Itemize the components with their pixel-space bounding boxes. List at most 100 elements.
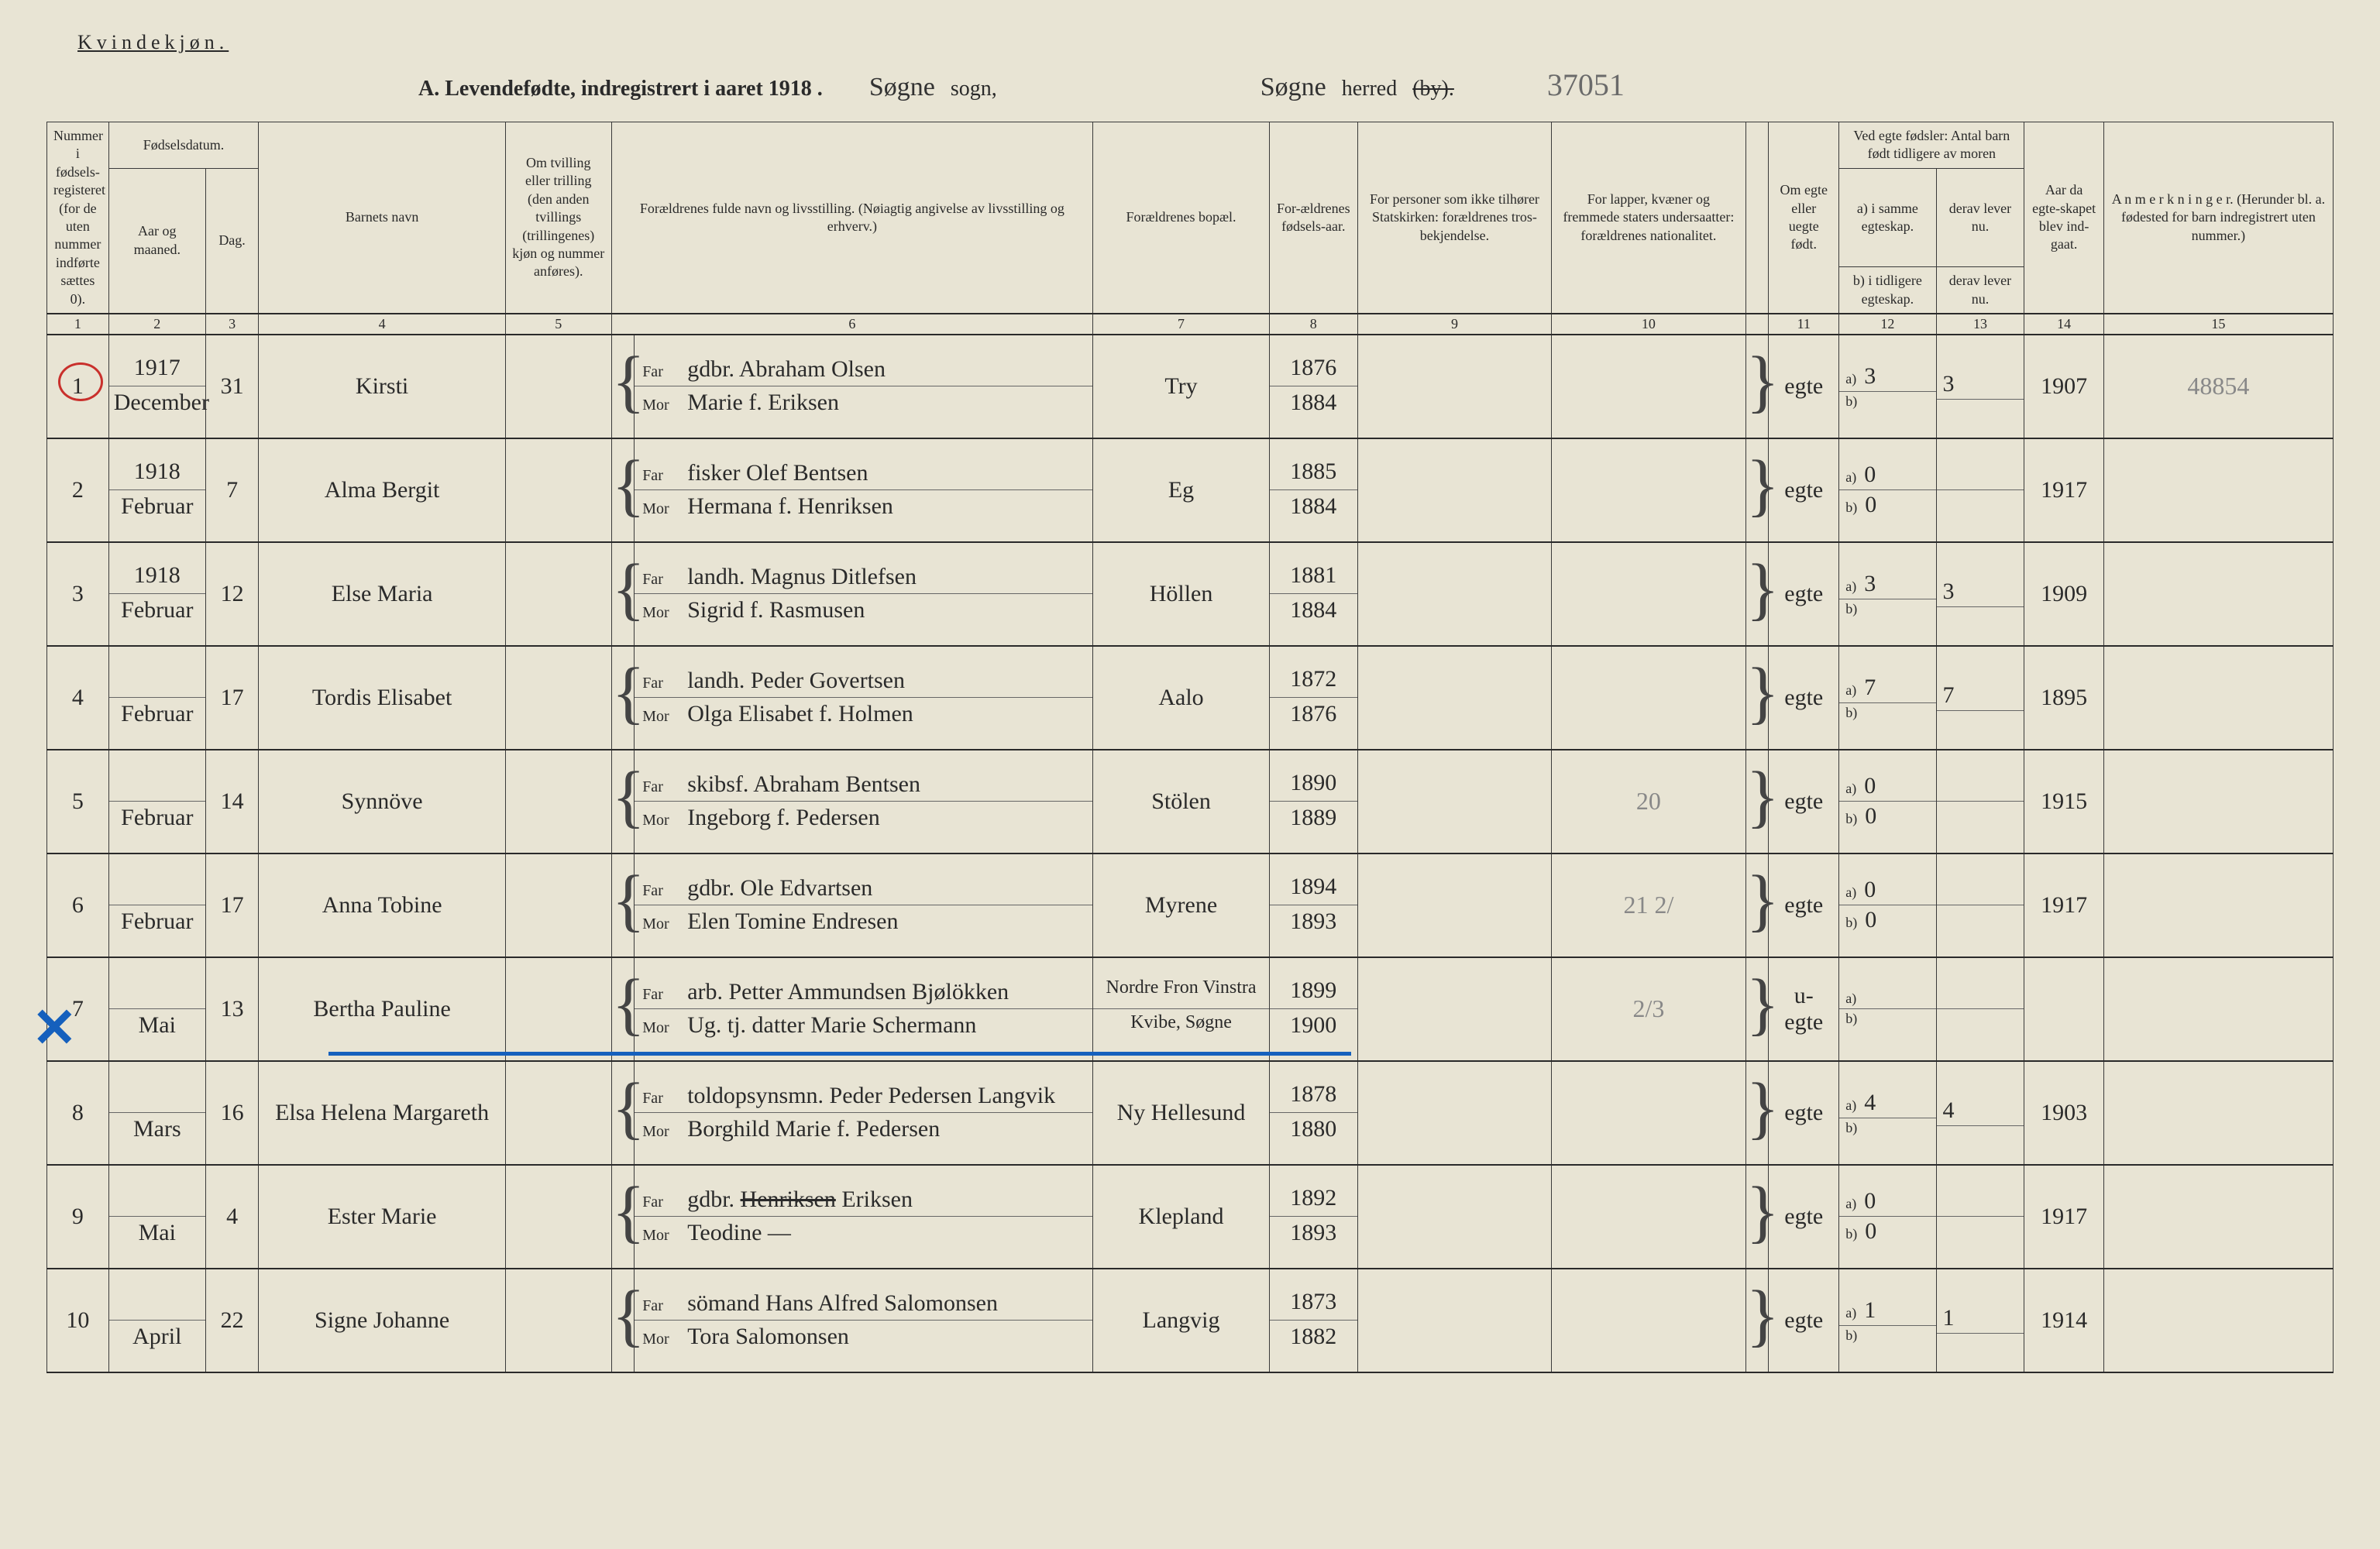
register-page: Kvindekjøn. A. Levendefødte, indregistre… [46, 31, 2334, 1373]
row-number: 4 [47, 646, 109, 750]
child-name: Else Maria [259, 542, 506, 646]
col-11-header: Om egte eller uegte født. [1769, 122, 1839, 314]
column-number-row: 1 2 3 4 5 6 7 8 9 10 11 12 13 14 15 [47, 314, 2334, 335]
prior-children-living: 7 [1936, 646, 2024, 750]
year-month-cell: Mars [108, 1061, 205, 1165]
religion-cell [1357, 1061, 1551, 1165]
brace-right: } [1745, 853, 1769, 957]
religion-cell [1357, 853, 1551, 957]
col-7-header: Forældrenes bopæl. [1093, 122, 1270, 314]
twin-cell [505, 853, 611, 957]
prior-children-ab: a)4b) [1839, 1061, 1936, 1165]
parents-cell: Farsömand Hans Alfred SalomonsenMorTora … [635, 1269, 1093, 1372]
day-cell: 13 [205, 957, 258, 1061]
brace-right: } [1745, 1269, 1769, 1372]
page-title: A. Levendefødte, indregistrert i aaret 1… [418, 77, 823, 101]
child-name: Alma Bergit [259, 438, 506, 542]
day-cell: 22 [205, 1269, 258, 1372]
table-body: 11917December31Kirsti{Fargdbr. Abraham O… [47, 335, 2334, 1372]
child-name: Signe Johanne [259, 1269, 506, 1372]
parent-birthyears: 18731882 [1269, 1269, 1357, 1372]
row-number: 7✕ [47, 957, 109, 1061]
col-6-header: Forældrenes fulde navn og livsstilling. … [611, 122, 1093, 314]
prior-children-ab: a)1b) [1839, 1269, 1936, 1372]
brace-right: } [1745, 750, 1769, 853]
nationality-cell [1552, 542, 1745, 646]
col-15-header: A n m e r k n i n g e r. (Herunder bl. a… [2103, 122, 2333, 314]
year-month-cell: Februar [108, 750, 205, 853]
religion-cell [1357, 335, 1551, 438]
year-month-cell: 1917December [108, 335, 205, 438]
day-cell: 7 [205, 438, 258, 542]
marriage-year [2024, 957, 2103, 1061]
col-12-13-header-top: Ved egte fødsler: Antal barn født tidlig… [1839, 122, 2024, 169]
remarks-cell [2103, 853, 2333, 957]
colnum: 13 [1936, 314, 2024, 335]
marriage-year: 1895 [2024, 646, 2103, 750]
col-13a-header: derav lever nu. [1936, 168, 2024, 266]
nationality-cell: 20 [1552, 750, 1745, 853]
table-row: 7✕Mai13Bertha Pauline{Fararb. Petter Amm… [47, 957, 2334, 1061]
colnum: 6 [611, 314, 1093, 335]
child-name: Kirsti [259, 335, 506, 438]
brace-left: { [611, 750, 635, 853]
religion-cell [1357, 750, 1551, 853]
day-cell: 31 [205, 335, 258, 438]
table-row: 9Mai4Ester Marie{Fargdbr. Henriksen Erik… [47, 1165, 2334, 1269]
sogn-label: sogn, [951, 77, 997, 101]
parents-cell: Fargdbr. Ole EdvartsenMorElen Tomine End… [635, 853, 1093, 957]
brace-left: { [611, 335, 635, 438]
blue-x-mark: ✕ [32, 996, 77, 1060]
parents-cell: Farskibsf. Abraham BentsenMorIngeborg f.… [635, 750, 1093, 853]
remarks-cell [2103, 1269, 2333, 1372]
residence-cell: Try [1093, 335, 1270, 438]
col-10-header: For lapper, kvæner og fremmede staters u… [1552, 122, 1745, 314]
child-name: Tordis Elisabet [259, 646, 506, 750]
remarks-cell [2103, 646, 2333, 750]
child-name: Synnöve [259, 750, 506, 853]
table-row: 21918Februar7Alma Bergit{Farfisker Olef … [47, 438, 2334, 542]
colnum: 10 [1552, 314, 1745, 335]
colnum: 4 [259, 314, 506, 335]
col-12a-header: a) i samme egteskap. [1839, 168, 1936, 266]
year-month-cell: Mai [108, 1165, 205, 1269]
residence-cell: Nordre Fron VinstraKvibe, Søgne [1093, 957, 1270, 1061]
brace-left: { [611, 542, 635, 646]
twin-cell [505, 438, 611, 542]
table-header: Nummer i fødsels-registeret (for de uten… [47, 122, 2334, 335]
colnum: 14 [2024, 314, 2103, 335]
col-8-header: For-ældrenes fødsels-aar. [1269, 122, 1357, 314]
sogn-handwritten: Søgne [869, 73, 935, 102]
table-row: 10April22Signe Johanne{Farsömand Hans Al… [47, 1269, 2334, 1372]
row-number: 5 [47, 750, 109, 853]
brace-right: } [1745, 335, 1769, 438]
year-month-cell: Mai [108, 957, 205, 1061]
year-month-cell: Februar [108, 646, 205, 750]
colnum: 2 [108, 314, 205, 335]
row-number: 10 [47, 1269, 109, 1372]
prior-children-living: 1 [1936, 1269, 2024, 1372]
remarks-cell [2103, 438, 2333, 542]
brace-left: { [611, 1165, 635, 1269]
prior-children-ab: a)0b)0 [1839, 853, 1936, 957]
parents-cell: Farfisker Olef BentsenMorHermana f. Henr… [635, 438, 1093, 542]
row-number: 1 [47, 335, 109, 438]
brace-left: { [611, 646, 635, 750]
year-month-cell: April [108, 1269, 205, 1372]
marriage-year: 1903 [2024, 1061, 2103, 1165]
parents-cell: Farlandh. Magnus DitlefsenMorSigrid f. R… [635, 542, 1093, 646]
brace-left: { [611, 957, 635, 1061]
residence-cell: Eg [1093, 438, 1270, 542]
row-number: 9 [47, 1165, 109, 1269]
colnum: 11 [1769, 314, 1839, 335]
prior-children-ab: a)0b)0 [1839, 750, 1936, 853]
day-cell: 4 [205, 1165, 258, 1269]
twin-cell [505, 1061, 611, 1165]
row-number: 2 [47, 438, 109, 542]
table-row: 6Februar17Anna Tobine{Fargdbr. Ole Edvar… [47, 853, 2334, 957]
religion-cell [1357, 438, 1551, 542]
top-right-annotation: 37051 [1547, 67, 1625, 103]
prior-children-living: 3 [1936, 335, 2024, 438]
row-number: 6 [47, 853, 109, 957]
remarks-cell [2103, 542, 2333, 646]
